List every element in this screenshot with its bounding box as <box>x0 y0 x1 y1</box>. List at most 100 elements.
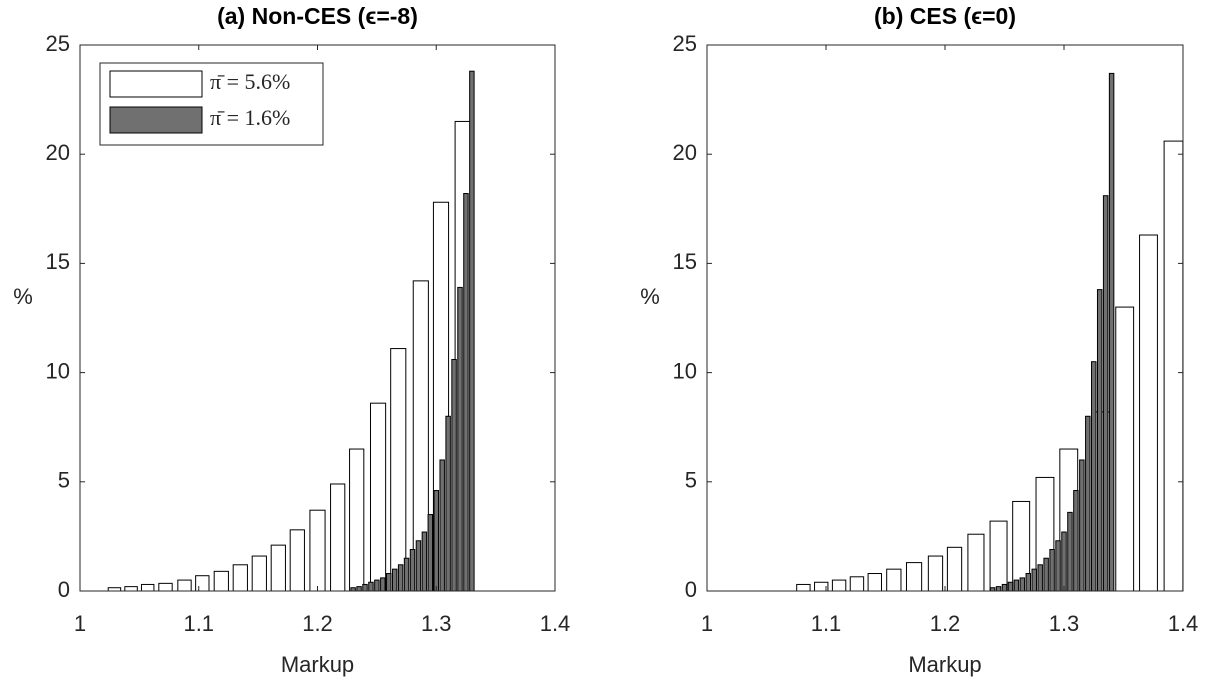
bar <box>905 562 923 592</box>
bar <box>831 579 847 592</box>
bar <box>463 193 469 592</box>
bar <box>989 520 1008 592</box>
bar <box>368 581 374 592</box>
bar <box>433 490 439 592</box>
y-tick-label: 25 <box>46 31 70 56</box>
bar <box>995 586 1002 592</box>
bar <box>1163 140 1184 592</box>
bar <box>397 564 404 592</box>
bar <box>927 555 944 592</box>
bar <box>390 348 407 592</box>
bar <box>421 531 428 592</box>
bar <box>213 570 229 592</box>
bar <box>349 448 365 592</box>
bar <box>195 575 210 592</box>
legend-label: π̄ = 5.6% <box>210 69 290 94</box>
bar <box>451 358 457 592</box>
bar <box>445 415 451 592</box>
x-axis-label: Markup <box>281 652 354 677</box>
x-tick-label: 1 <box>74 611 86 636</box>
legend-swatch <box>109 106 203 134</box>
bar <box>1019 577 1026 592</box>
x-tick-label: 1.1 <box>811 611 842 636</box>
x-tick-label: 1.4 <box>540 611 571 636</box>
bar <box>380 577 386 592</box>
bar <box>1091 361 1097 592</box>
bar <box>1055 540 1061 592</box>
bar <box>427 514 434 592</box>
bar <box>886 568 902 592</box>
x-tick-label: 1.3 <box>1049 611 1080 636</box>
legend-swatch <box>109 70 203 98</box>
bar <box>362 583 368 592</box>
bar <box>1031 568 1037 592</box>
bar <box>867 573 882 592</box>
y-tick-label: 5 <box>58 468 70 493</box>
bar <box>1079 459 1085 592</box>
chart-title: (a) Non-CES (ϵ=-8) <box>217 3 418 29</box>
bar <box>1096 289 1103 592</box>
bar <box>232 564 248 592</box>
bar <box>1025 573 1032 592</box>
bar <box>409 549 416 592</box>
legend-label: π̄ = 1.6% <box>210 105 290 130</box>
chart-title: (b) CES (ϵ=0) <box>874 3 1016 29</box>
y-tick-label: 0 <box>685 577 697 602</box>
y-axis-label: % <box>13 284 33 309</box>
y-tick-label: 15 <box>673 249 697 274</box>
x-tick-label: 1.2 <box>302 611 333 636</box>
bar <box>403 557 410 592</box>
bar <box>1102 195 1109 592</box>
bar <box>391 568 398 592</box>
bar <box>1007 581 1014 592</box>
x-tick-label: 1 <box>701 611 713 636</box>
bar <box>796 583 811 592</box>
y-tick-label: 5 <box>685 468 697 493</box>
bar <box>356 586 362 592</box>
bar <box>270 544 286 592</box>
bar <box>469 70 475 592</box>
bar <box>1108 72 1115 592</box>
bar <box>457 286 463 592</box>
bar <box>1067 511 1073 592</box>
bar <box>1043 557 1049 592</box>
bar <box>1073 490 1079 592</box>
bar <box>374 579 380 592</box>
bar <box>124 586 138 592</box>
bar <box>369 402 387 592</box>
bar <box>140 583 155 592</box>
bar <box>1013 579 1020 592</box>
bar <box>967 533 985 592</box>
y-tick-label: 10 <box>673 358 697 383</box>
x-tick-label: 1.2 <box>930 611 961 636</box>
y-tick-label: 10 <box>46 358 70 383</box>
bar <box>1085 415 1091 592</box>
bar <box>1037 564 1043 592</box>
bar <box>946 546 963 592</box>
bar <box>415 540 422 592</box>
bar <box>849 576 865 592</box>
bar <box>158 582 173 592</box>
bar <box>251 555 267 592</box>
y-tick-label: 20 <box>46 140 70 165</box>
bar <box>1061 531 1067 592</box>
x-tick-label: 1.4 <box>1168 611 1199 636</box>
bar <box>1139 234 1158 592</box>
bar <box>1115 306 1135 592</box>
y-axis-label: % <box>640 284 660 309</box>
bar <box>177 579 192 592</box>
y-tick-label: 25 <box>673 31 697 56</box>
x-tick-label: 1.3 <box>421 611 452 636</box>
x-axis-label: Markup <box>908 652 981 677</box>
x-tick-label: 1.1 <box>183 611 214 636</box>
bar <box>1001 583 1008 592</box>
bar <box>386 573 392 592</box>
bar <box>289 529 305 592</box>
y-tick-label: 0 <box>58 577 70 602</box>
y-tick-label: 20 <box>673 140 697 165</box>
bar <box>439 459 445 592</box>
bar <box>330 483 346 592</box>
y-tick-label: 15 <box>46 249 70 274</box>
bar <box>1049 549 1055 592</box>
